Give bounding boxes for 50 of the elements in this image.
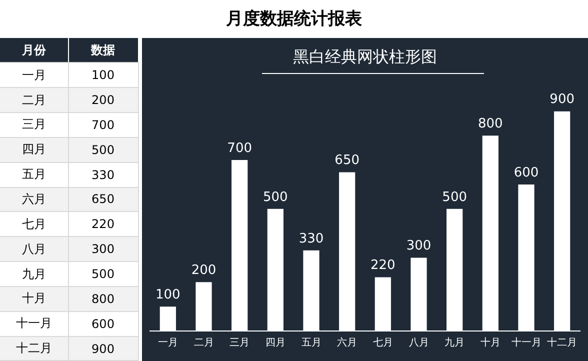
data-label: 220 <box>370 258 396 274</box>
x-tick-label: 一月 <box>158 338 178 349</box>
category-label: 四月 <box>0 137 68 162</box>
x-tick-label: 六月 <box>337 336 358 349</box>
category-label: 六月 <box>0 187 68 212</box>
data-label: 220 <box>68 212 138 237</box>
x-tick-label: 九月 <box>444 336 465 349</box>
category-label: 五月 <box>0 162 68 188</box>
x-tick-label: 八月 <box>408 338 429 349</box>
data-label: 700 <box>68 112 138 138</box>
data-label: 100 <box>156 287 180 302</box>
data-label: 200 <box>191 263 216 278</box>
category-label: 三月 <box>0 112 68 138</box>
category-label: 八月 <box>0 236 68 262</box>
chart-subtitle: 黑白经典网状柱形图 <box>293 46 437 66</box>
category-label: 十月 <box>0 286 68 312</box>
category-label: 二月 <box>0 88 68 113</box>
data-label: 500 <box>68 137 138 162</box>
data-label: 100 <box>68 62 138 88</box>
x-tick-label: 十月 <box>480 336 500 349</box>
data-label: 300 <box>406 238 432 254</box>
chart-title: 月度数据统计报表 <box>225 8 363 31</box>
x-tick-label: 二月 <box>194 338 214 349</box>
x-tick-label: 五月 <box>301 338 322 349</box>
data-label: 650 <box>334 153 360 168</box>
data-label: 330 <box>68 162 138 188</box>
text: 月份 <box>0 38 68 63</box>
category-label: 一月 <box>0 62 68 88</box>
data-label: 800 <box>478 116 503 132</box>
data-label: 300 <box>68 236 138 262</box>
x-tick-label: 三月 <box>230 338 250 349</box>
data-label: 500 <box>442 190 467 205</box>
data-label: 650 <box>68 187 138 212</box>
data-label: 800 <box>68 286 138 312</box>
category-label: 七月 <box>0 212 68 237</box>
x-tick-label: 四月 <box>265 338 286 349</box>
x-tick-label: 十二月 <box>547 336 578 349</box>
data-label: 600 <box>514 165 539 180</box>
data-label: 900 <box>68 336 138 361</box>
x-tick-label: 七月 <box>372 336 393 349</box>
data-label: 700 <box>227 140 252 156</box>
text: 数据 <box>68 38 138 63</box>
data-label: 500 <box>263 190 288 205</box>
data-label: 200 <box>68 88 138 113</box>
data-label: 600 <box>68 311 138 336</box>
x-tick-label: 十一月 <box>511 336 542 349</box>
data-label: 330 <box>298 231 324 246</box>
data-label: 900 <box>550 92 574 108</box>
category-label: 九月 <box>0 262 68 286</box>
data-label: 500 <box>68 262 138 286</box>
